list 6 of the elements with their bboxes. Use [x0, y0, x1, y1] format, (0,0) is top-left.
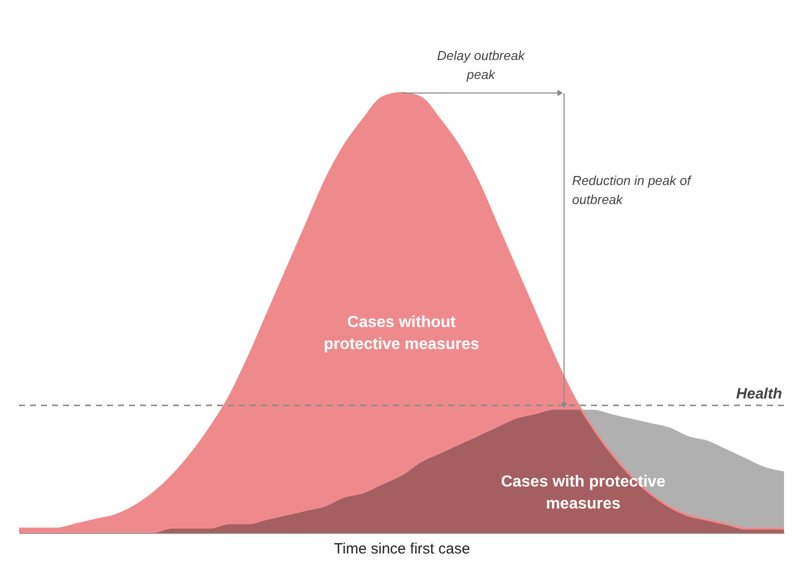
annotation: Reduction in peak of outbreak: [572, 173, 692, 207]
ref-line-label: Health: [736, 385, 782, 402]
series-label: Cases without protective measures: [324, 314, 480, 353]
series-label: Cases with protective measures: [500, 473, 666, 512]
x-axis-title: Time since first case: [334, 540, 470, 558]
text: Delay outbreak peak: [437, 48, 526, 82]
